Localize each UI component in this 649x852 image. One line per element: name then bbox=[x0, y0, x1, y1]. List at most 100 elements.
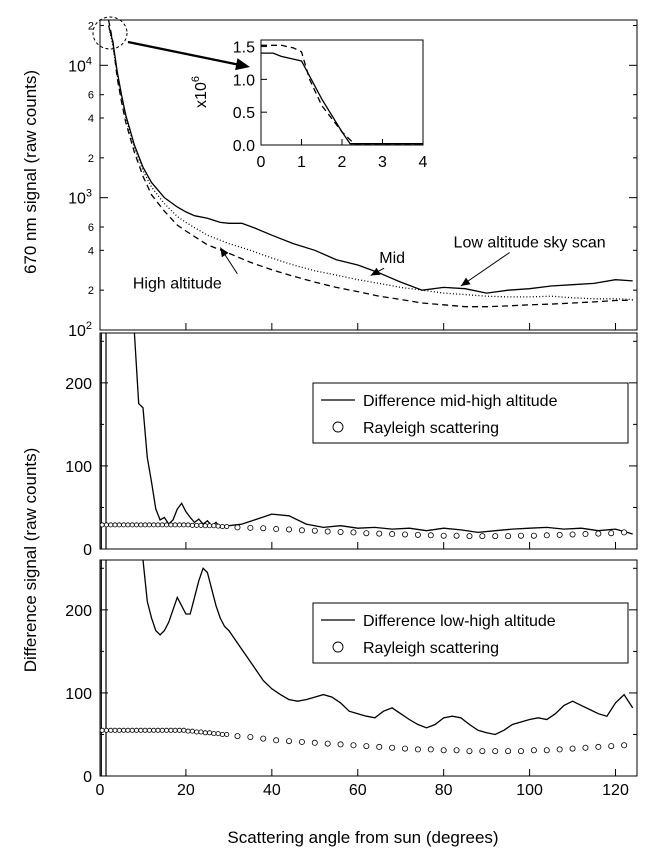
bottom-rayleigh-marker bbox=[273, 737, 280, 744]
bottom-rayleigh-marker bbox=[164, 727, 170, 733]
inset-y-multiplier: x106 bbox=[190, 76, 210, 108]
zoom-callout bbox=[92, 16, 250, 71]
middle-rayleigh-marker bbox=[116, 522, 122, 528]
bottom-rayleigh-marker bbox=[146, 727, 152, 733]
bottom-rayleigh-marker bbox=[189, 728, 195, 734]
bottom-rayleigh-marker bbox=[286, 738, 293, 745]
top-annotation: Mid bbox=[379, 250, 405, 267]
bottom-xtick-label: 20 bbox=[177, 782, 195, 799]
middle-legend-label: Rayleigh scattering bbox=[363, 420, 499, 437]
inset-xtick-label: 0 bbox=[257, 154, 266, 171]
bottom-rayleigh-marker bbox=[453, 747, 460, 754]
middle-ytick-label: 100 bbox=[65, 459, 92, 476]
bottom-rayleigh-marker bbox=[440, 747, 447, 754]
inset-plot-frame bbox=[260, 39, 424, 146]
top-ytick-minor-label: 2 bbox=[88, 285, 94, 297]
middle-rayleigh-marker bbox=[125, 522, 131, 528]
zoom-arrow-line bbox=[127, 40, 241, 67]
middle-rayleigh-marker bbox=[108, 522, 114, 528]
inset-xtick-label: 3 bbox=[378, 154, 387, 171]
bottom-difference-line bbox=[142, 559, 634, 736]
bottom-rayleigh-marker bbox=[219, 731, 225, 737]
middle-rayleigh-marker bbox=[286, 526, 293, 533]
bottom-rayleigh-marker bbox=[530, 747, 537, 754]
top-series-line bbox=[107, 25, 633, 294]
middle-rayleigh-marker bbox=[202, 523, 208, 529]
bottom-rayleigh-marker bbox=[466, 748, 473, 755]
bottom-xtick-label: 120 bbox=[602, 782, 629, 799]
top-ytick-minor-label: 6 bbox=[88, 90, 94, 102]
bottom-rayleigh-marker bbox=[142, 727, 148, 733]
bottom-rayleigh-marker bbox=[582, 744, 589, 751]
bottom-rayleigh-marker bbox=[168, 727, 174, 733]
bottom-rayleigh-marker bbox=[311, 739, 318, 746]
middle-rayleigh-marker bbox=[608, 530, 615, 537]
top-ytick-minor-label: 2 bbox=[88, 153, 94, 165]
bottom-rayleigh-marker bbox=[337, 741, 344, 748]
middle-rayleigh-marker bbox=[466, 533, 473, 540]
bottom-rayleigh-marker bbox=[556, 746, 563, 753]
middle-rayleigh-marker bbox=[376, 530, 383, 537]
middle-rayleigh-marker bbox=[219, 524, 225, 530]
inset-xtick-label: 4 bbox=[419, 154, 428, 171]
middle-rayleigh-marker bbox=[621, 529, 628, 536]
annotation-arrowhead bbox=[460, 277, 471, 287]
middle-rayleigh-marker bbox=[479, 533, 486, 540]
middle-legend bbox=[312, 382, 629, 444]
inset-series-line bbox=[261, 52, 423, 145]
middle-rayleigh-marker bbox=[185, 522, 191, 528]
middle-rayleigh-marker bbox=[402, 531, 409, 538]
top-ytick-minor-label: 4 bbox=[88, 245, 94, 257]
bottom-rayleigh-marker bbox=[324, 740, 331, 747]
middle-plot-frame bbox=[99, 332, 638, 550]
inset-panel: 0.0 0.5 1.0 1.5 0 1 2 3 4 x106 bbox=[190, 39, 428, 171]
top-ytick-minor-label: 6 bbox=[88, 222, 94, 234]
top-series-line bbox=[107, 25, 633, 301]
middle-legend-marker-swatch bbox=[332, 421, 344, 433]
bottom-rayleigh-marker bbox=[194, 729, 200, 735]
middle-rayleigh-marker bbox=[155, 522, 161, 528]
middle-rayleigh-marker bbox=[168, 522, 174, 528]
middle-rayleigh-marker bbox=[595, 530, 602, 537]
top-annotation: High altitude bbox=[133, 276, 222, 293]
inset-ytick-label: 1.5 bbox=[233, 40, 255, 57]
annotation-arrowhead bbox=[220, 247, 229, 258]
middle-rayleigh-marker bbox=[556, 531, 563, 538]
bottom-rayleigh-marker bbox=[99, 727, 105, 733]
middle-ytick-label: 0 bbox=[83, 542, 92, 559]
bottom-rayleigh-marker bbox=[595, 743, 602, 750]
bottom-xtick-label: 60 bbox=[349, 782, 367, 799]
inset-series-line bbox=[261, 44, 423, 145]
bottom-xtick-label: 100 bbox=[516, 782, 543, 799]
middle-rayleigh-marker bbox=[181, 522, 187, 528]
bottom-legend-label: Difference low-high altitude bbox=[363, 613, 556, 630]
middle-rayleigh-marker bbox=[453, 532, 460, 539]
middle-rayleigh-marker bbox=[159, 522, 165, 528]
bottom-rayleigh-marker bbox=[247, 733, 254, 740]
zoom-region-circle bbox=[92, 16, 128, 50]
middle-rayleigh-marker bbox=[389, 531, 396, 538]
inset-ytick-label: 0.5 bbox=[233, 105, 255, 122]
bottom-legend-marker-swatch bbox=[332, 641, 344, 653]
middle-rayleigh-marker bbox=[189, 522, 195, 528]
bottom-rayleigh-marker bbox=[134, 727, 140, 733]
top-ytick-minor-label: 2 bbox=[88, 20, 94, 32]
middle-rayleigh-marker bbox=[234, 524, 241, 531]
middle-rayleigh-marker bbox=[260, 525, 267, 532]
bottom-xtick-label: 40 bbox=[263, 782, 281, 799]
bottom-rayleigh-marker bbox=[389, 744, 396, 751]
middle-rayleigh-marker bbox=[298, 527, 305, 534]
bottom-rayleigh-marker bbox=[103, 727, 109, 733]
bottom-rayleigh-marker bbox=[176, 727, 182, 733]
middle-rayleigh-marker bbox=[134, 522, 140, 528]
middle-rayleigh-marker bbox=[530, 532, 537, 539]
middle-rayleigh-marker bbox=[146, 522, 152, 528]
middle-rayleigh-marker bbox=[505, 533, 512, 540]
bottom-rayleigh-marker bbox=[172, 727, 178, 733]
middle-rayleigh-marker bbox=[582, 531, 589, 538]
inset-ytick-label: 1.0 bbox=[233, 72, 255, 89]
middle-rayleigh-marker bbox=[176, 522, 182, 528]
x-axis-label: Scattering angle from sun (degrees) bbox=[227, 828, 498, 847]
middle-rayleigh-marker bbox=[427, 532, 434, 539]
middle-rayleigh-marker bbox=[324, 528, 331, 535]
